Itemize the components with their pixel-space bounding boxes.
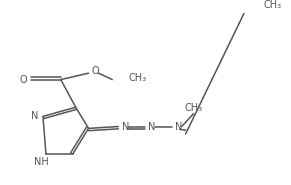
Text: CH₃: CH₃: [264, 0, 282, 10]
Text: O: O: [92, 66, 99, 76]
Text: CH₃: CH₃: [184, 103, 203, 113]
Text: N: N: [148, 122, 156, 132]
Text: N: N: [31, 111, 39, 121]
Text: N: N: [122, 122, 129, 132]
Text: CH₃: CH₃: [128, 73, 146, 83]
Text: N: N: [175, 122, 182, 132]
Text: O: O: [19, 75, 27, 85]
Text: NH: NH: [34, 157, 48, 166]
